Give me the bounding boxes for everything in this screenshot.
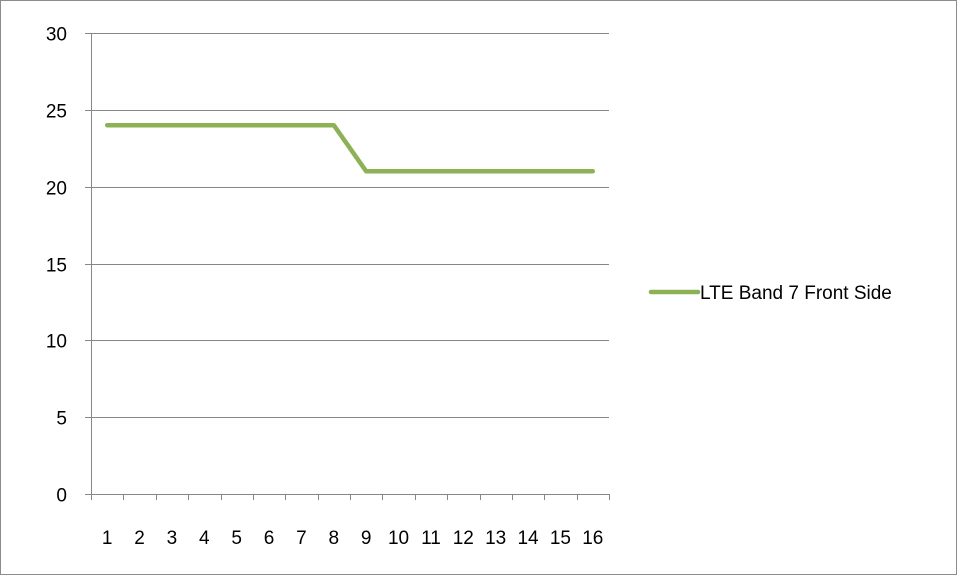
x-tick-label: 8	[329, 528, 340, 549]
x-tick-label: 6	[264, 528, 275, 549]
x-tick-label: 11	[421, 528, 441, 549]
x-tick-label: 1	[102, 528, 113, 549]
x-tick-label: 9	[361, 528, 372, 549]
x-tick-label: 14	[517, 528, 539, 549]
legend-label: LTE Band 7 Front Side	[700, 283, 892, 304]
y-tick-label: 0	[56, 486, 67, 507]
x-tick-label: 15	[550, 528, 571, 549]
y-tick-label: 5	[56, 409, 67, 430]
y-tick-label: 15	[46, 256, 67, 277]
y-tick-label: 30	[46, 25, 67, 46]
x-tick-label: 7	[296, 528, 307, 549]
x-tick-label: 5	[231, 528, 242, 549]
y-tick-label: 10	[46, 332, 67, 353]
x-tick-label: 3	[167, 528, 178, 549]
x-tick-label: 12	[453, 528, 474, 549]
y-tick-label: 25	[46, 102, 67, 123]
y-tick-label: 20	[46, 179, 67, 200]
x-tick-label: 4	[199, 528, 210, 549]
x-tick-label: 16	[582, 528, 603, 549]
series-line	[104, 122, 596, 174]
x-tick-label: 10	[388, 528, 409, 549]
x-tick-label: 13	[485, 528, 506, 549]
x-tick-label: 2	[134, 528, 145, 549]
